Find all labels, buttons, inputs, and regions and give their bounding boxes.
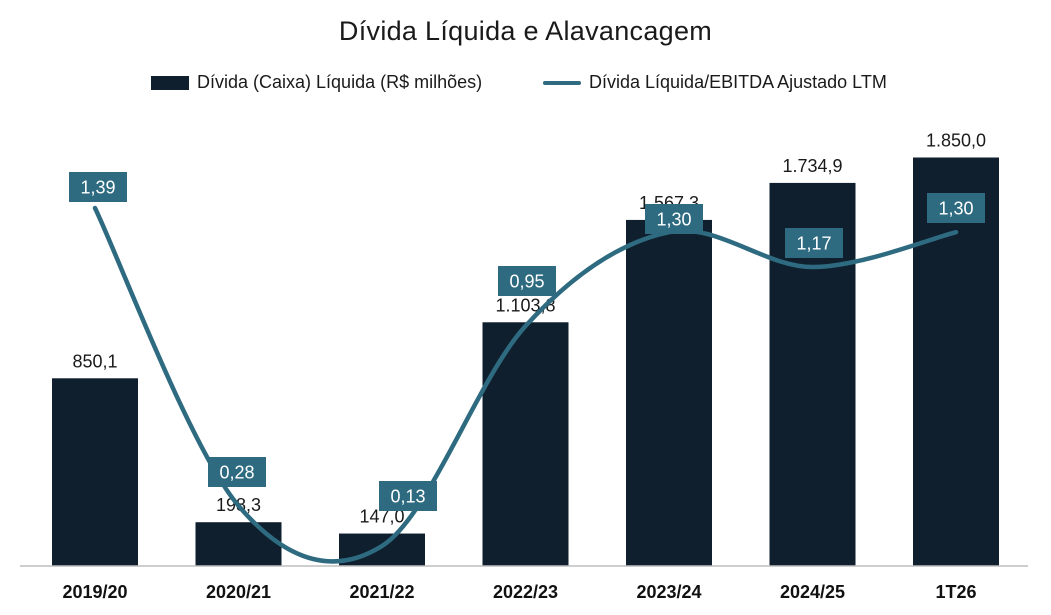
- chart-title: Dívida Líquida e Alavancagem: [338, 16, 713, 46]
- ratio-label-5: 1,17: [796, 234, 831, 254]
- category-label-2: 2021/22: [349, 582, 414, 602]
- ratio-label-box-3: [498, 266, 556, 296]
- legend-swatch-bars: [151, 75, 189, 90]
- ratio-label-box-2: [379, 481, 437, 511]
- legend-item-line: Dívida Líquida/EBITDA Ajustado LTM: [543, 72, 887, 93]
- bar-value-label-0: 850,1: [72, 351, 117, 371]
- category-label-0: 2019/20: [62, 582, 127, 602]
- legend: Dívida (Caixa) Líquida (R$ milhões) Dívi…: [0, 72, 1051, 98]
- ratio-label-6: 1,30: [938, 199, 973, 219]
- ratio-label-box-6: [927, 193, 985, 223]
- legend-swatch-line: [543, 80, 581, 85]
- ratio-label-box-4: [645, 204, 703, 234]
- ratio-label-0: 1,39: [80, 178, 115, 198]
- category-label-3: 2022/23: [493, 582, 558, 602]
- legend-item-bars: Dívida (Caixa) Líquida (R$ milhões): [151, 72, 482, 93]
- bar-1: [195, 522, 282, 566]
- bar-value-label-5: 1.734,9: [782, 156, 842, 176]
- category-label-5: 2024/25: [780, 582, 845, 602]
- ratio-label-3: 0,95: [509, 272, 544, 292]
- category-label-4: 2023/24: [636, 582, 701, 602]
- ratio-label-box-1: [208, 457, 266, 487]
- bar-4: [626, 219, 712, 566]
- ratio-label-2: 0,13: [390, 487, 425, 507]
- bar-value-label-6: 1.850,0: [926, 131, 986, 151]
- legend-label-line: Dívida Líquida/EBITDA Ajustado LTM: [589, 72, 887, 92]
- ratio-label-box-0: [69, 172, 127, 202]
- bar-0: [52, 378, 138, 566]
- ratio-label-4: 1,30: [656, 210, 691, 230]
- bar-value-label-2: 147,0: [359, 507, 404, 527]
- ratio-label-1: 0,28: [219, 463, 254, 483]
- ratio-label-box-5: [785, 228, 843, 258]
- bar-6: [913, 157, 999, 566]
- category-label-1: 2020/21: [206, 582, 271, 602]
- category-label-6: 1T26: [935, 582, 976, 602]
- bar-3: [482, 322, 569, 566]
- legend-label-bars: Dívida (Caixa) Líquida (R$ milhões): [197, 72, 483, 92]
